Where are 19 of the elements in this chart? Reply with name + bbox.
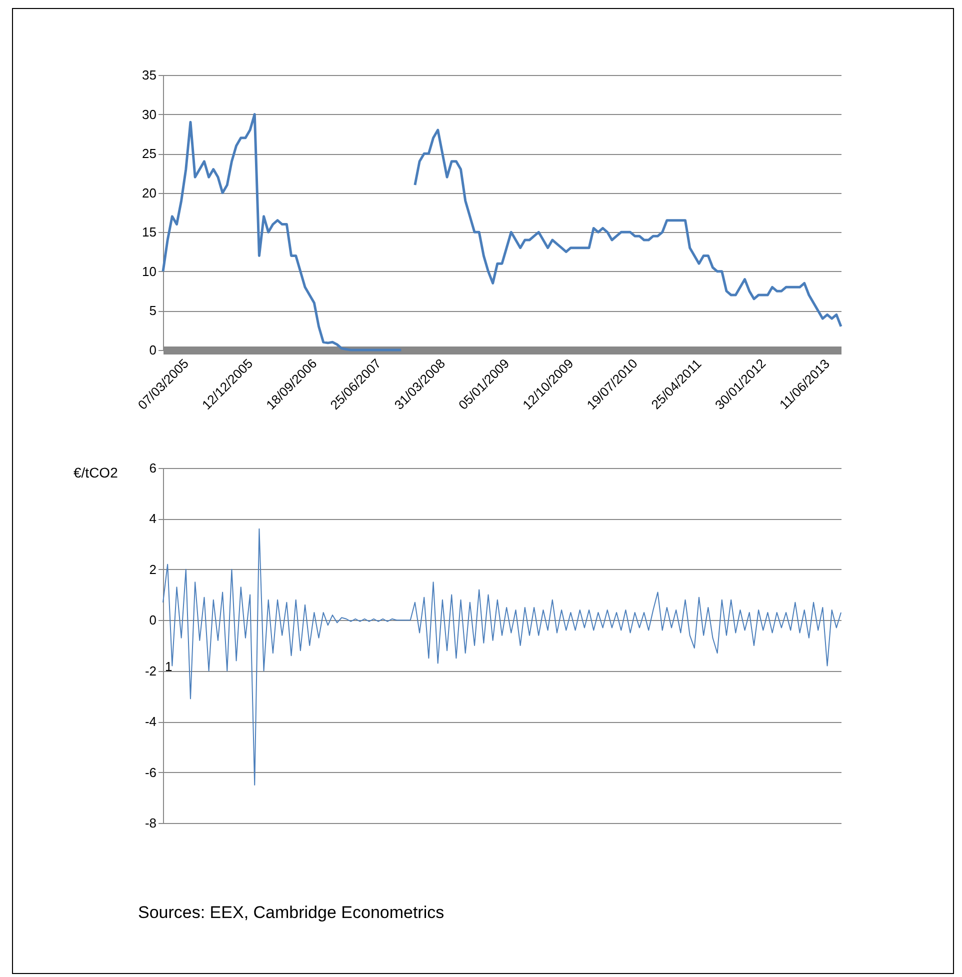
y-tick-label: 4: [149, 511, 156, 526]
source-note: Sources: EEX, Cambridge Econometrics: [138, 903, 444, 922]
y-tick-label: 6: [149, 460, 156, 476]
y-tick-label: 25: [142, 146, 156, 162]
y-tick-label: 2: [149, 562, 156, 577]
y-tick-label: -2: [144, 663, 156, 678]
y-tick-label: 30: [142, 106, 156, 122]
y-tick-label: 0: [149, 342, 156, 358]
y-tick-label: 20: [142, 185, 156, 200]
y-tick-label: -8: [144, 816, 156, 830]
y-tick-label: 5: [149, 303, 156, 318]
y-tick-label: -6: [144, 764, 156, 780]
y-tick-label: 0: [149, 612, 156, 628]
y-tick-label: 10: [142, 264, 156, 279]
y-tick-label: -4: [144, 714, 156, 730]
y-tick-label: 35: [142, 68, 156, 82]
y-axis-title: €/tCO2: [74, 464, 118, 480]
y-tick-label: 15: [142, 224, 156, 240]
annotation: 1: [165, 659, 172, 674]
